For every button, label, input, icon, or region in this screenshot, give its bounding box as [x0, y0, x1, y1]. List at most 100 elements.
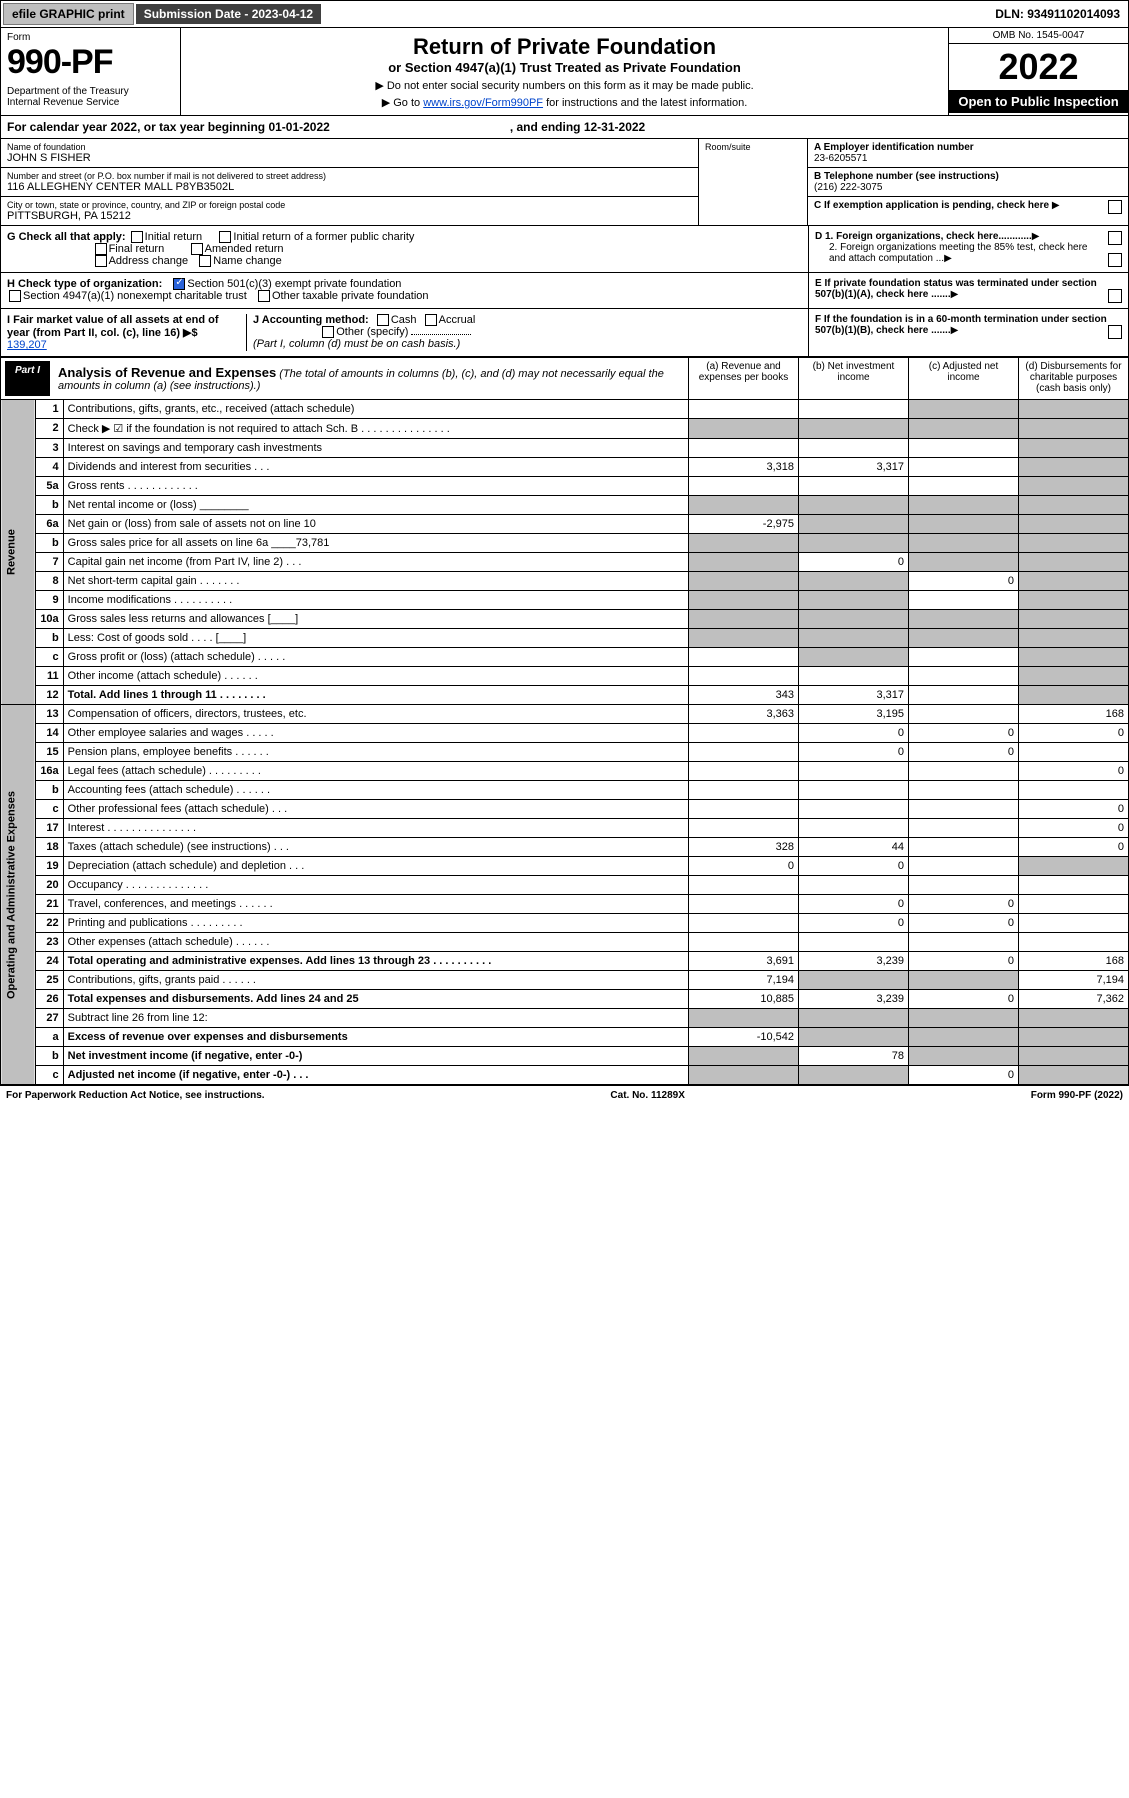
efile-print-button[interactable]: efile GRAPHIC print: [3, 3, 134, 25]
amount-cell: [1019, 629, 1129, 648]
g-address: Address change: [109, 255, 189, 267]
col-d-header: (d) Disbursements for charitable purpose…: [1019, 358, 1129, 400]
amount-cell: [689, 743, 799, 762]
name-value: JOHN S FISHER: [7, 152, 692, 164]
table-row: 26Total expenses and disbursements. Add …: [1, 990, 1129, 1009]
f-checkbox[interactable]: [1108, 325, 1122, 339]
amount-cell: [689, 439, 799, 458]
h-4947-checkbox[interactable]: [9, 290, 21, 302]
d1-checkbox[interactable]: [1108, 231, 1122, 245]
table-row: aExcess of revenue over expenses and dis…: [1, 1028, 1129, 1047]
amount-cell: [689, 819, 799, 838]
amount-cell: [909, 686, 1019, 705]
table-row: Operating and Administrative Expenses13C…: [1, 705, 1129, 724]
row-description: Excess of revenue over expenses and disb…: [63, 1028, 688, 1047]
amount-cell: [1019, 400, 1129, 419]
irs-link[interactable]: www.irs.gov/Form990PF: [423, 97, 543, 109]
part1-header: Part I Analysis of Revenue and Expenses …: [5, 361, 684, 396]
g-amended-checkbox[interactable]: [191, 243, 203, 255]
ein-row: A Employer identification number 23-6205…: [808, 139, 1128, 168]
amount-cell: 0: [1019, 838, 1129, 857]
amount-cell: [799, 572, 909, 591]
j-other-checkbox[interactable]: [322, 326, 334, 338]
h-501c3-checkbox[interactable]: [173, 278, 185, 290]
amount-cell: [689, 496, 799, 515]
h-other-checkbox[interactable]: [258, 290, 270, 302]
g-initial-former-checkbox[interactable]: [219, 231, 231, 243]
table-row: 5aGross rents . . . . . . . . . . . .: [1, 477, 1129, 496]
g-initial: Initial return: [145, 231, 202, 243]
amount-cell: 0: [909, 952, 1019, 971]
amount-cell: [909, 933, 1019, 952]
amount-cell: 10,885: [689, 990, 799, 1009]
exemption-checkbox[interactable]: [1108, 200, 1122, 214]
ij-block: I Fair market value of all assets at end…: [1, 309, 808, 356]
j-label: J Accounting method:: [253, 314, 369, 326]
row-description: Gross sales less returns and allowances …: [63, 610, 688, 629]
amount-cell: [689, 610, 799, 629]
row-number: 13: [35, 705, 63, 724]
g-final-checkbox[interactable]: [95, 243, 107, 255]
table-row: 3Interest on savings and temporary cash …: [1, 439, 1129, 458]
amount-cell: -10,542: [689, 1028, 799, 1047]
row-number: 22: [35, 914, 63, 933]
row-description: Income modifications . . . . . . . . . .: [63, 591, 688, 610]
table-row: cAdjusted net income (if negative, enter…: [1, 1066, 1129, 1085]
row-number: 9: [35, 591, 63, 610]
amount-cell: 3,195: [799, 705, 909, 724]
identity-block: Name of foundation JOHN S FISHER Number …: [0, 139, 1129, 226]
form-number: 990-PF: [7, 43, 174, 82]
amount-cell: 0: [1019, 762, 1129, 781]
g-amended: Amended return: [205, 243, 284, 255]
g-name-checkbox[interactable]: [199, 255, 211, 267]
row-description: Compensation of officers, directors, tru…: [63, 705, 688, 724]
table-row: 8Net short-term capital gain . . . . . .…: [1, 572, 1129, 591]
amount-cell: 3,363: [689, 705, 799, 724]
row-description: Other employee salaries and wages . . . …: [63, 724, 688, 743]
amount-cell: [1019, 553, 1129, 572]
e-block: E If private foundation status was termi…: [808, 273, 1128, 308]
row-number: 3: [35, 439, 63, 458]
row-number: 2: [35, 419, 63, 439]
footer-right: Form 990-PF (2022): [1031, 1090, 1123, 1101]
amount-cell: [909, 667, 1019, 686]
i-value-link[interactable]: 139,207: [7, 339, 47, 351]
table-row: 25Contributions, gifts, grants paid . . …: [1, 971, 1129, 990]
amount-cell: 0: [1019, 819, 1129, 838]
j-accrual-checkbox[interactable]: [425, 314, 437, 326]
amount-cell: [909, 857, 1019, 876]
row-number: b: [35, 496, 63, 515]
table-row: 4Dividends and interest from securities …: [1, 458, 1129, 477]
row-description: Contributions, gifts, grants, etc., rece…: [63, 400, 688, 419]
cal-text2: , and ending 12-31-2022: [510, 120, 645, 134]
row-description: Net investment income (if negative, ente…: [63, 1047, 688, 1066]
row-number: c: [35, 648, 63, 667]
top-bar: efile GRAPHIC print Submission Date - 20…: [0, 0, 1129, 28]
j-other: Other (specify): [336, 326, 408, 338]
amount-cell: [1019, 1066, 1129, 1085]
row-number: 15: [35, 743, 63, 762]
city-row: City or town, state or province, country…: [1, 197, 698, 225]
amount-cell: [1019, 1009, 1129, 1028]
amount-cell: [909, 591, 1019, 610]
amount-cell: [909, 419, 1019, 439]
row-description: Net short-term capital gain . . . . . . …: [63, 572, 688, 591]
g-initial-checkbox[interactable]: [131, 231, 143, 243]
phone-row: B Telephone number (see instructions) (2…: [808, 168, 1128, 197]
g-address-checkbox[interactable]: [95, 255, 107, 267]
table-row: 9Income modifications . . . . . . . . . …: [1, 591, 1129, 610]
row-description: Taxes (attach schedule) (see instruction…: [63, 838, 688, 857]
j-cash-checkbox[interactable]: [377, 314, 389, 326]
d2-checkbox[interactable]: [1108, 253, 1122, 267]
e-checkbox[interactable]: [1108, 289, 1122, 303]
amount-cell: [799, 534, 909, 553]
j-block: J Accounting method: Cash Accrual Other …: [247, 314, 802, 351]
amount-cell: [799, 819, 909, 838]
i-label: I Fair market value of all assets at end…: [7, 314, 219, 339]
row-number: c: [35, 1066, 63, 1085]
part1-tag: Part I: [5, 361, 50, 396]
amount-cell: [689, 534, 799, 553]
amount-cell: [689, 629, 799, 648]
table-row: 17Interest . . . . . . . . . . . . . . .…: [1, 819, 1129, 838]
amount-cell: [799, 477, 909, 496]
